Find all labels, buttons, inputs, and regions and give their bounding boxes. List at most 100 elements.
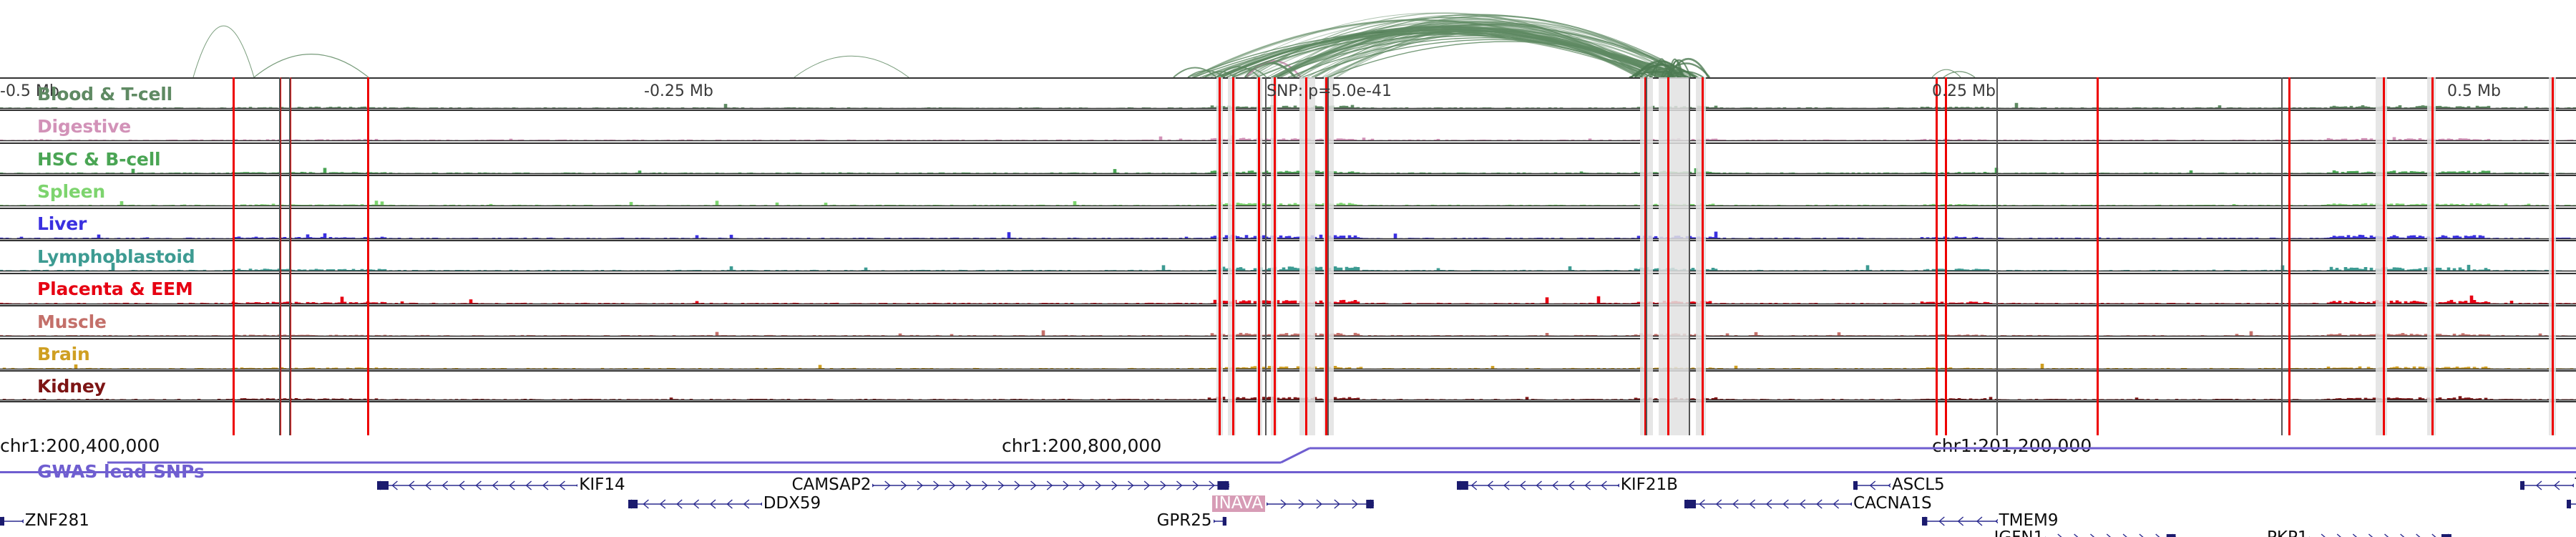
- gene-symbol-label[interactable]: TNNT2: [2575, 477, 2576, 493]
- gene-strand-track: [2567, 498, 2576, 509]
- gwas-snp-tick[interactable]: [1274, 77, 1276, 435]
- gene-model[interactable]: INAVA: [1211, 495, 1374, 512]
- gwas-snp-tick[interactable]: [1936, 77, 1938, 435]
- loop-arc[interactable]: [1205, 32, 1671, 77]
- gwas-snp-tick[interactable]: [2288, 77, 2290, 435]
- loop-arc[interactable]: [1210, 26, 1653, 77]
- loop-arc[interactable]: [1629, 71, 1679, 77]
- signal-track[interactable]: Kidney: [0, 369, 2576, 403]
- loop-arc[interactable]: [1634, 60, 1687, 77]
- gene-model[interactable]: PKP1: [2265, 530, 2452, 537]
- signal-track[interactable]: Digestive: [0, 110, 2576, 142]
- gene-model[interactable]: TNNT2: [2519, 477, 2576, 493]
- loop-arc[interactable]: [1275, 14, 1643, 77]
- gene-symbol-label[interactable]: PKP1: [2267, 530, 2308, 537]
- signal-track[interactable]: Lymphoblastoid: [0, 240, 2576, 273]
- loop-arc[interactable]: [1666, 70, 1704, 77]
- gwas-snp-tick[interactable]: [1644, 77, 1646, 435]
- gwas-snp-tick[interactable]: [2097, 77, 2099, 435]
- gene-symbol-label[interactable]: IGFN1: [1994, 530, 2044, 537]
- gene-model[interactable]: KIF14: [376, 475, 627, 494]
- gwas-snp-tick[interactable]: [2383, 77, 2385, 435]
- gene-symbol-label[interactable]: KIF21B: [1620, 475, 1678, 494]
- gene-model[interactable]: DDX59: [628, 495, 823, 512]
- signal-track[interactable]: Spleen: [0, 175, 2576, 208]
- loop-arc[interactable]: [1302, 39, 1686, 77]
- signal-track[interactable]: Placenta & EEM: [0, 272, 2576, 306]
- gene-model[interactable]: IGFN1: [1993, 530, 2176, 537]
- gene-boundary-tick: [2281, 77, 2283, 435]
- loop-arc[interactable]: [794, 55, 909, 77]
- gene-boundary-tick: [1646, 77, 1647, 435]
- chromatin-loop-arcs[interactable]: [0, 0, 2576, 77]
- gene-model[interactable]: TMEM9: [1922, 513, 2059, 529]
- axis-tick-label: -0.5 Mb: [0, 82, 59, 100]
- gwas-snp-tick[interactable]: [1305, 77, 1307, 435]
- gwas-snp-tick[interactable]: [2552, 77, 2554, 435]
- loop-arc[interactable]: [1336, 29, 1648, 77]
- gene-model[interactable]: ASCL5: [1853, 477, 1946, 493]
- loop-arc[interactable]: [1329, 22, 1689, 77]
- loop-arc[interactable]: [1253, 34, 1683, 77]
- gene-symbol-label[interactable]: TMEM9: [1999, 511, 2059, 530]
- gwas-snp-tick[interactable]: [1702, 77, 1704, 435]
- gene-symbol-label[interactable]: CACNA1S: [1853, 494, 1932, 513]
- loop-arc[interactable]: [1335, 21, 1685, 77]
- gene-strand-track: [628, 498, 762, 509]
- loop-arc[interactable]: [192, 25, 255, 77]
- gwas-snp-tick[interactable]: [233, 77, 235, 435]
- gene-boundary-tick: [1265, 77, 1267, 435]
- signal-track[interactable]: Liver: [0, 207, 2576, 241]
- signal-track-stack[interactable]: Blood & T-cell Digestive HSC & B-cell Splee…: [0, 77, 2576, 435]
- signal-track[interactable]: Blood & T-cell: [0, 77, 2576, 110]
- gwas-snp-tick[interactable]: [1667, 77, 1669, 435]
- loop-arc[interactable]: [1322, 30, 1695, 77]
- signal-track[interactable]: HSC & B-cell: [0, 142, 2576, 175]
- loop-arc[interactable]: [1931, 69, 1961, 77]
- gene-symbol-label[interactable]: ASCL5: [1891, 475, 1945, 494]
- gene-model[interactable]: CAMSAP2: [790, 477, 1229, 493]
- loop-arc[interactable]: [1943, 71, 1976, 77]
- gene-model[interactable]: GPR25: [1156, 513, 1227, 529]
- gwas-snp-tick[interactable]: [1232, 77, 1234, 435]
- loop-arc[interactable]: [1194, 19, 1648, 77]
- loop-arc[interactable]: [1234, 31, 1682, 77]
- gene-model[interactable]: LAD1: [2567, 495, 2576, 512]
- loop-arc[interactable]: [1639, 64, 1682, 77]
- loop-arc[interactable]: [1221, 17, 1669, 77]
- gene-strand-track: [0, 516, 24, 526]
- gwas-snp-tick[interactable]: [2431, 77, 2434, 435]
- loop-arc[interactable]: [1275, 30, 1681, 77]
- gene-annotation-panel[interactable]: GWAS lead SNPs ZNF281 KIF14 DDX59 CAMSAP2 GP…: [0, 458, 2576, 537]
- signal-profile: [0, 102, 2576, 110]
- gwas-snp-tick[interactable]: [1325, 77, 1327, 435]
- gwas-snp-tick[interactable]: [1219, 77, 1221, 435]
- loop-arc[interactable]: [1246, 19, 1680, 77]
- gene-symbol-label[interactable]: GPR25: [1156, 511, 1212, 530]
- gene-symbol-label[interactable]: KIF14: [579, 475, 625, 494]
- loop-arc[interactable]: [1245, 59, 1302, 77]
- loop-arc[interactable]: [1271, 24, 1699, 77]
- gene-model[interactable]: CACNA1S: [1684, 495, 1933, 512]
- loop-arc[interactable]: [1215, 30, 1654, 77]
- gwas-snp-tick[interactable]: [367, 77, 369, 435]
- gene-symbol-label[interactable]: ZNF281: [24, 511, 89, 530]
- ruler-segment: [1280, 447, 1310, 464]
- loop-arc[interactable]: [1669, 59, 1684, 77]
- gene-symbol-label[interactable]: INAVA: [1211, 495, 1266, 512]
- signal-track[interactable]: Brain: [0, 337, 2576, 370]
- loop-arc[interactable]: [1287, 37, 1682, 77]
- signal-profile: [0, 295, 2576, 304]
- gene-strand-track: [376, 480, 578, 490]
- loop-arc[interactable]: [1311, 30, 1688, 77]
- gene-symbol-label[interactable]: DDX59: [763, 494, 821, 513]
- gwas-snp-tick[interactable]: [1258, 77, 1260, 435]
- gene-symbol-label[interactable]: CAMSAP2: [791, 475, 872, 494]
- gwas-snp-tick[interactable]: [1945, 77, 1947, 435]
- loop-arc[interactable]: [253, 54, 369, 77]
- loop-arc[interactable]: [1307, 23, 1687, 77]
- gene-model[interactable]: KIF21B: [1456, 475, 1679, 494]
- loop-arc[interactable]: [1314, 28, 1662, 77]
- gene-model[interactable]: ZNF281: [0, 513, 91, 529]
- signal-track[interactable]: Muscle: [0, 305, 2576, 338]
